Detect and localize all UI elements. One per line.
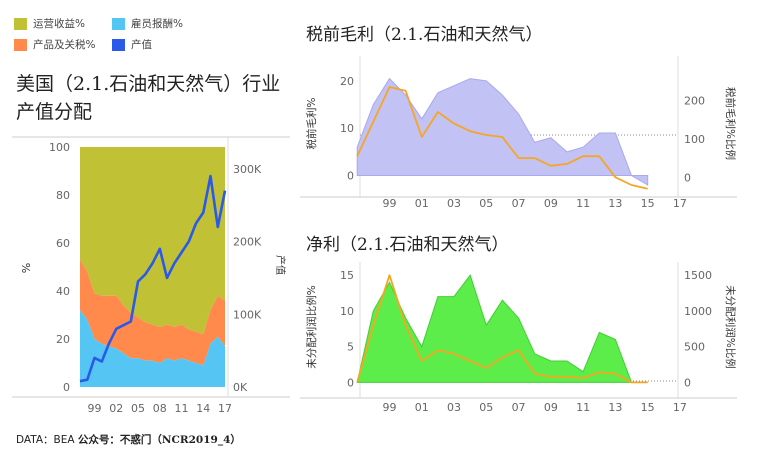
x-tick: 09: [544, 401, 558, 414]
legend-label: 运营收益%: [33, 18, 85, 30]
y-left-label: 税前毛利%: [305, 97, 318, 149]
x-tick: 99: [382, 401, 396, 414]
x-tick: 15: [641, 197, 655, 210]
y-right-tick: 0K: [233, 381, 248, 394]
x-tick: 14: [196, 402, 210, 415]
x-tick: 11: [576, 197, 590, 210]
ratio-line: [356, 274, 648, 384]
footer-account: 公众号：不惑门（NCR2019_4）: [77, 434, 241, 446]
y-left-label: 未分配利润比例%: [305, 285, 318, 368]
y-left-tick: 80: [56, 189, 70, 202]
y-right-tick: 0: [684, 376, 691, 389]
x-tick: 17: [673, 197, 687, 210]
y-right-tick: 0: [684, 171, 691, 184]
x-tick: 05: [479, 197, 493, 210]
y-left-tick: 10: [340, 305, 354, 318]
y-left-tick: 100: [49, 141, 70, 154]
x-tick: 99: [382, 197, 396, 210]
x-tick: 03: [447, 197, 461, 210]
x-tick: 05: [479, 401, 493, 414]
y-right-tick: 300K: [233, 163, 262, 176]
y-right-tick: 100: [684, 133, 705, 146]
x-tick: 03: [447, 401, 461, 414]
y-left-tick: 40: [56, 285, 70, 298]
x-tick: 17: [218, 402, 232, 415]
y-right-label: 税前毛利%比例: [724, 87, 737, 160]
y-left-tick: 0: [347, 170, 354, 183]
ratio-line: [356, 86, 648, 190]
x-tick: 01: [415, 197, 429, 210]
legend-item-operating-income[interactable]: 运营收益%: [14, 16, 85, 31]
x-tick: 11: [175, 402, 189, 415]
y-right-tick: 200: [684, 94, 705, 107]
legend-swatch: [112, 38, 125, 51]
y-left-tick: 15: [340, 269, 354, 282]
y-left-tick: 0: [347, 376, 354, 389]
y-right-tick: 1500: [684, 269, 712, 282]
area-series: [356, 77, 649, 186]
y-right-tick: 200K: [233, 236, 262, 249]
legend-item-compensation[interactable]: 雇员报酬%: [112, 16, 183, 31]
x-tick: 09: [544, 197, 558, 210]
y-left-tick: 20: [56, 333, 70, 346]
x-tick: 05: [131, 402, 145, 415]
area-series-0: [80, 310, 225, 387]
y-right-label: 未分配利润%比例: [724, 285, 737, 368]
left-chart: 0 20 40 60 80 100% 0K 100K 200K 300K 产值 99 02 05 08 11 1…: [12, 136, 290, 415]
x-tick: 17: [673, 401, 687, 414]
x-tick: 13: [608, 197, 622, 210]
area-series-1: [80, 259, 225, 366]
net-chart-title: 净利（2.1.石油和天然气）: [306, 235, 509, 255]
x-tick: 01: [415, 401, 429, 414]
x-tick: 15: [641, 401, 655, 414]
footer-source: DATA：BEA: [16, 434, 75, 446]
legend-item-output[interactable]: 产值: [112, 37, 152, 52]
x-tick: 99: [88, 402, 102, 415]
y-right-tick: 1000: [684, 305, 712, 318]
legend-label: 产值: [131, 39, 152, 51]
y-right-tick: 500: [684, 341, 705, 354]
x-tick: 13: [608, 401, 622, 414]
y-right-tick: 100K: [233, 308, 262, 321]
legend-swatch: [112, 17, 125, 30]
legend-swatch: [14, 38, 27, 51]
x-tick: 08: [153, 402, 167, 415]
gross-chart-title: 税前毛利（2.1.石油和天然气）: [306, 25, 543, 45]
area-series-2: [80, 147, 225, 335]
y-left-label: %: [20, 263, 33, 273]
y-left-tick: 20: [340, 75, 354, 88]
legend-item-taxes[interactable]: 产品及关税%: [14, 37, 95, 52]
left-chart-title: 美国（2.1.石油和天然气）行业产值分配: [16, 73, 281, 123]
legend-label: 产品及关税%: [33, 39, 96, 51]
x-tick: 07: [512, 401, 526, 414]
footer: DATA：BEA 公众号：不惑门（NCR2019_4）: [16, 432, 241, 447]
y-right-label: 产值: [274, 255, 287, 275]
y-left-tick: 0: [63, 381, 70, 394]
y-left-tick: 10: [340, 122, 354, 135]
legend-swatch: [14, 17, 27, 30]
legend-label: 雇员报酬%: [131, 18, 183, 30]
x-tick: 07: [512, 197, 526, 210]
y-left-tick: 60: [56, 237, 70, 250]
y-left-tick: 5: [347, 341, 354, 354]
output-line: [79, 174, 227, 383]
x-tick: 02: [109, 402, 123, 415]
area-series: [356, 274, 648, 383]
x-tick: 11: [576, 401, 590, 414]
